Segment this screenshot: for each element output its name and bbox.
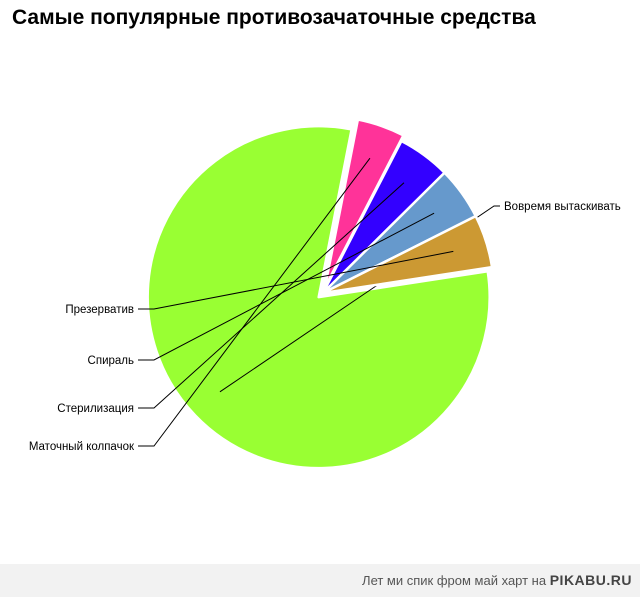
slice-label: Презерватив	[65, 304, 134, 316]
footer-bar: Лет ми спик фром май харт на PIKABU.RU	[0, 564, 640, 597]
leader-line	[138, 250, 454, 310]
leader-line	[138, 212, 435, 361]
leader-line	[138, 182, 405, 409]
leader-line	[138, 157, 371, 447]
leader-line	[219, 205, 500, 393]
brand-link[interactable]: PIKABU.RU	[549, 572, 632, 588]
slice-label: Вовремя вытаскивать	[504, 201, 621, 213]
pie-slice-5	[321, 214, 494, 295]
slice-label: Спираль	[88, 355, 134, 367]
slice-label: Стерилизация	[57, 403, 134, 415]
footer-text: Лет ми спик фром май харт на	[362, 573, 547, 588]
pie-chart: Вовремя вытаскивать Маточный колпачок Стер…	[29, 118, 621, 470]
slice-label: Маточный колпачок	[29, 441, 135, 453]
pie-slice-2	[323, 118, 405, 289]
chart-title: Самые популярные противозачаточные средс…	[12, 6, 536, 29]
